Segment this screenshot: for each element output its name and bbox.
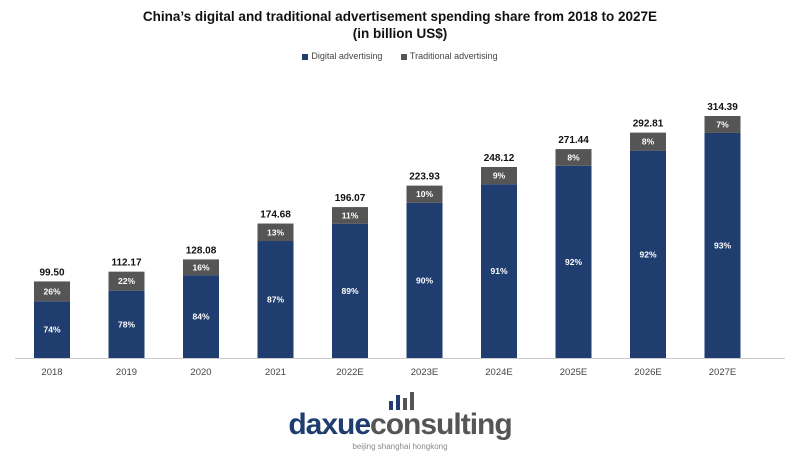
bar-digital [332,223,368,358]
bar-traditional [257,223,294,242]
x-tick-label: 2022E [336,367,363,378]
bar-digital [108,290,145,358]
bar-digital [630,150,666,358]
label-total: 196.07 [335,193,366,204]
x-tick-label: 2024E [485,367,512,378]
bar-traditional [704,116,741,133]
title-text: China’s digital and traditional advertis… [142,9,658,24]
label-digital: 92% [639,249,656,259]
bar-digital [555,165,592,358]
bar-traditional [183,259,219,276]
label-digital: 84% [192,312,209,322]
label-total: 248.12 [484,153,515,164]
label-total: 112.17 [111,258,141,269]
daxue-logo: daxueconsulting beijing shanghai hongkon… [240,392,560,452]
label-digital: 92% [565,257,582,267]
bar-traditional [332,207,368,224]
logo-tagline: beijing shanghai hongkong [352,442,448,451]
bar-digital [704,132,741,358]
bar-digital [406,202,443,358]
bar-digital [34,301,70,358]
label-digital: 87% [267,295,284,305]
logo-text-consulting: consulting [370,408,513,441]
label-total: 292.81 [633,119,664,130]
label-total: 128.08 [186,245,217,256]
bar-digital [257,241,294,358]
legend-swatch [400,53,407,60]
x-tick-label: 2021 [265,367,286,378]
x-tick-label: 2018 [41,367,62,378]
bar-traditional [555,149,592,166]
subtitle-text: (in billion US$) [352,26,448,41]
chart-title: China’s digital and traditional advertis… [0,8,800,42]
x-tick-label: 2026E [634,367,661,378]
label-traditional: 16% [192,262,209,272]
x-tick-label: 2027E [709,367,736,378]
label-total: 99.50 [39,267,64,278]
label-traditional: 26% [43,286,60,296]
x-tick-label: 2025E [560,367,587,378]
legend-traditional: Traditional advertising [400,51,498,61]
bar-traditional [34,281,70,302]
label-traditional: 9% [493,171,506,181]
label-digital: 74% [43,325,60,335]
label-traditional: 7% [716,119,729,129]
legend: Digital advertising Traditional advertis… [0,51,800,61]
chart-plot: 74% 26% 99.50 2018 78% 22% 112.17 2019 84% 16% 128… [15,102,785,378]
bar-digital [183,275,219,358]
bar-digital [481,184,517,358]
label-traditional: 8% [567,152,580,162]
x-tick-label: 2023E [411,367,438,378]
label-traditional: 10% [416,189,433,199]
label-digital: 90% [416,275,433,285]
label-traditional: 13% [267,227,284,237]
x-tick-label: 2020 [190,367,211,378]
label-digital: 93% [714,240,731,250]
legend-label: Traditional advertising [409,51,498,61]
label-digital: 89% [341,286,358,296]
label-traditional: 22% [118,276,135,286]
bar-traditional [406,185,443,203]
label-total: 223.93 [409,172,440,183]
label-total: 271.44 [558,135,589,146]
logo-text-daxue: daxue [288,408,371,441]
label-traditional: 8% [642,137,655,147]
label-traditional: 11% [342,210,359,220]
bar-traditional [481,167,517,185]
legend-label: Digital advertising [311,51,383,61]
legend-digital: Digital advertising [302,51,382,61]
x-tick-label: 2019 [116,367,137,378]
label-digital: 91% [490,266,507,276]
logo-bars-icon [389,392,414,410]
bar-traditional [108,271,145,291]
label-total: 314.39 [707,102,738,113]
label-digital: 78% [118,319,135,329]
legend-swatch [302,53,309,60]
bar-traditional [630,132,666,151]
label-total: 174.68 [260,210,291,221]
